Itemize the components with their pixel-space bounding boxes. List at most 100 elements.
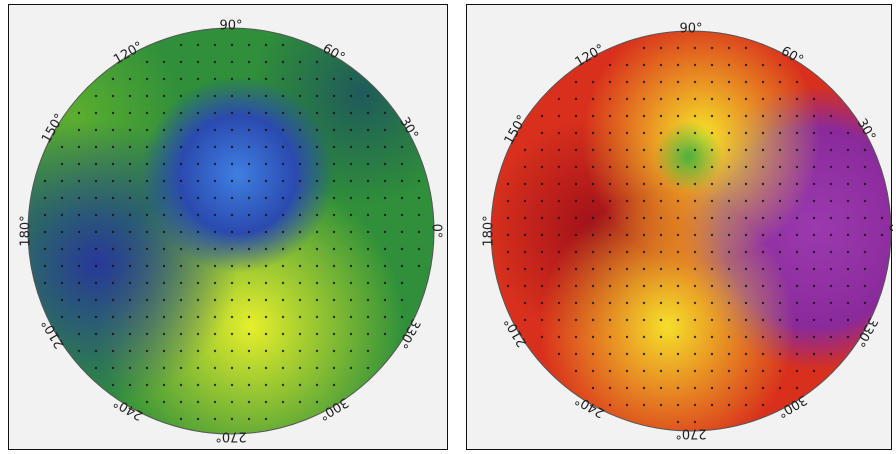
grid-dot (111, 213, 115, 217)
grid-dot (523, 165, 527, 169)
grid-dot (693, 301, 697, 305)
grid-dot (179, 417, 183, 421)
grid-dot (281, 94, 285, 98)
grid-dot (676, 233, 680, 237)
grid-dot (162, 179, 166, 183)
grid-dot (608, 131, 612, 135)
grid-dot (812, 182, 816, 186)
grid-dot (778, 216, 782, 220)
grid-dot (761, 403, 765, 407)
grid-dot (298, 264, 302, 268)
grid-dot (744, 352, 748, 356)
grid-dot (247, 264, 251, 268)
grid-dot (264, 213, 268, 217)
grid-dot (591, 131, 595, 135)
grid-dot (247, 281, 251, 285)
grid-dot (247, 332, 251, 336)
grid-dot (642, 233, 646, 237)
grid-dot (693, 386, 697, 390)
grid-dot (710, 46, 714, 50)
grid-dot (77, 145, 81, 149)
grid-dot (298, 281, 302, 285)
grid-dot (642, 267, 646, 271)
grid-dot (778, 182, 782, 186)
grid-dot (162, 77, 166, 81)
grid-dot (349, 264, 353, 268)
grid-dot (366, 94, 370, 98)
grid-dot (744, 267, 748, 271)
grid-dot (727, 216, 731, 220)
grid-dot (298, 332, 302, 336)
grid-dot (111, 298, 115, 302)
grid-dot (778, 369, 782, 373)
grid-dot (196, 145, 200, 149)
grid-dot (349, 281, 353, 285)
grid-dot (642, 114, 646, 118)
grid-dot (128, 366, 132, 370)
grid-dot (846, 301, 850, 305)
grid-dot (761, 131, 765, 135)
grid-dot (710, 335, 714, 339)
grid-dot (145, 145, 149, 149)
grid-dot (642, 131, 646, 135)
grid-dot (145, 332, 149, 336)
grid-dot (349, 366, 353, 370)
grid-dot (94, 230, 98, 234)
grid-dot (179, 213, 183, 217)
grid-dot (846, 148, 850, 152)
grid-dot (43, 196, 47, 200)
grid-dot (400, 213, 404, 217)
grid-dot (281, 349, 285, 353)
grid-dot (94, 298, 98, 302)
grid-dot (77, 111, 81, 115)
grid-dot (744, 335, 748, 339)
grid-dot (574, 97, 578, 101)
grid-dot (574, 131, 578, 135)
grid-dot (162, 349, 166, 353)
grid-dot (196, 111, 200, 115)
grid-dot (230, 417, 234, 421)
grid-dot (676, 165, 680, 169)
grid-dot (863, 301, 867, 305)
grid-dot (281, 43, 285, 47)
grid-dot (281, 247, 285, 251)
grid-dot (523, 301, 527, 305)
grid-dot (349, 94, 353, 98)
grid-dot (366, 298, 370, 302)
grid-dot (60, 213, 64, 217)
grid-dot (863, 267, 867, 271)
grid-dot (43, 247, 47, 251)
grid-dot (829, 148, 833, 152)
grid-dot (795, 80, 799, 84)
grid-dot (693, 369, 697, 373)
grid-dot (298, 298, 302, 302)
grid-dot (642, 46, 646, 50)
grid-dot (523, 182, 527, 186)
grid-dot (778, 301, 782, 305)
grid-dot (659, 403, 663, 407)
grid-dot (111, 383, 115, 387)
grid-dot (264, 281, 268, 285)
grid-dot (213, 196, 217, 200)
grid-dot (523, 148, 527, 152)
grid-dot (315, 162, 319, 166)
grid-dot (557, 165, 561, 169)
grid-dot (608, 250, 612, 254)
grid-dot (676, 335, 680, 339)
grid-dot (366, 281, 370, 285)
grid-dot (608, 335, 612, 339)
grid-dot (659, 165, 663, 169)
grid-dot (710, 352, 714, 356)
grid-dot (60, 315, 64, 319)
grid-dot (77, 213, 81, 217)
grid-dot (162, 315, 166, 319)
grid-dot (727, 284, 731, 288)
grid-dot (264, 230, 268, 234)
grid-dot (60, 298, 64, 302)
grid-dot (540, 148, 544, 152)
grid-dot (710, 250, 714, 254)
grid-dot (230, 281, 234, 285)
grid-dot (94, 111, 98, 115)
grid-dot (574, 250, 578, 254)
grid-dot (315, 332, 319, 336)
